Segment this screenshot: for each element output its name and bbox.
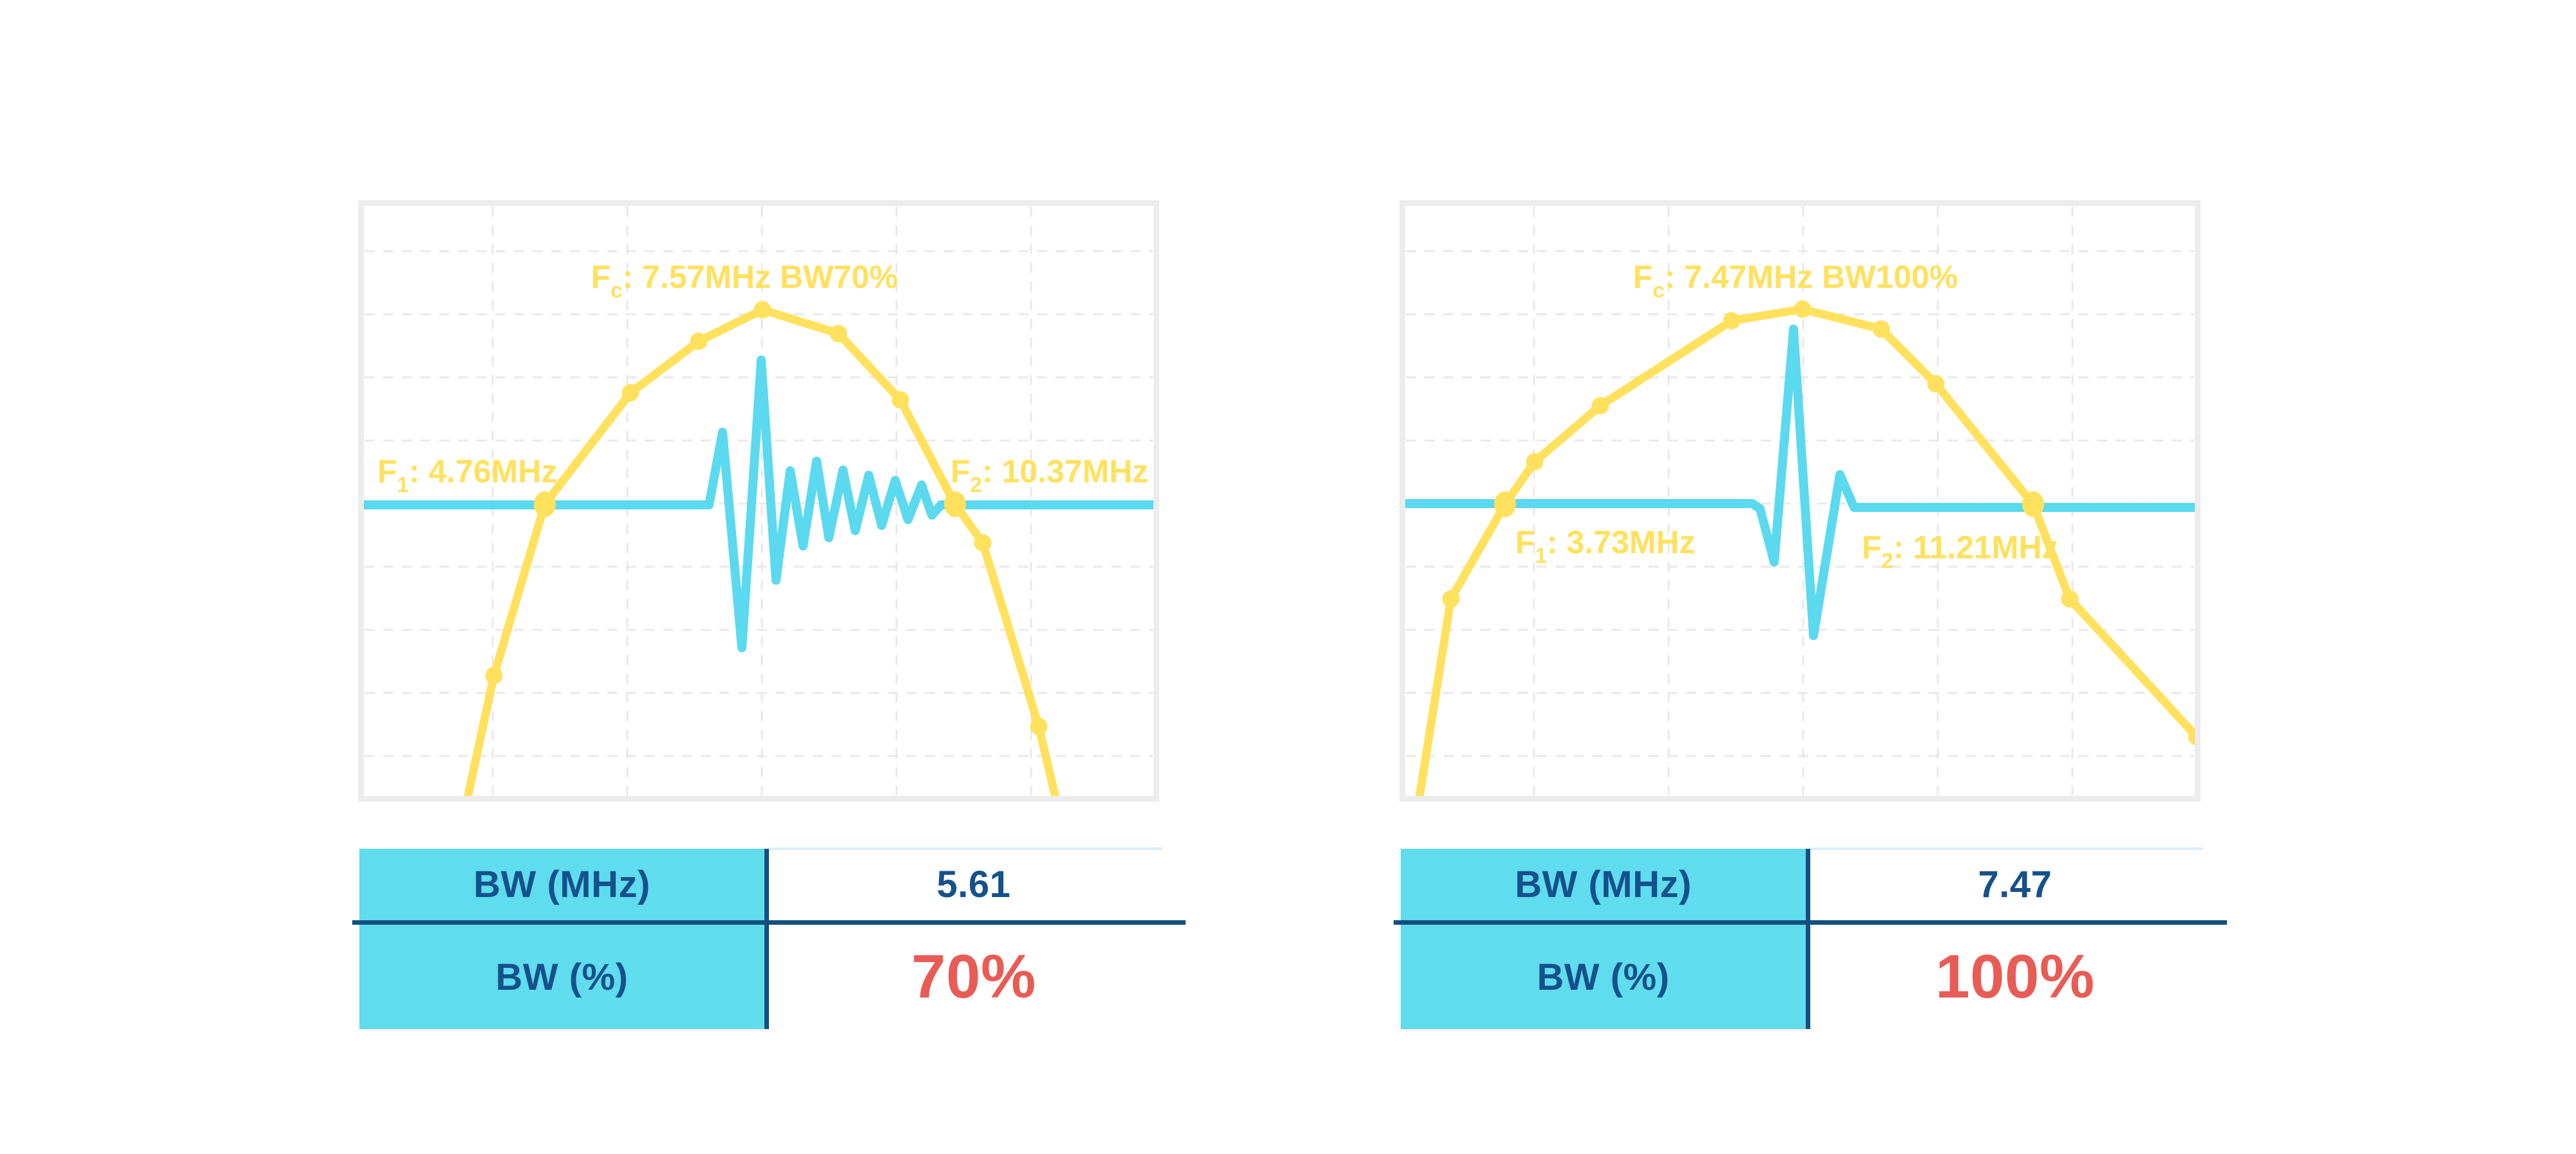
bw-mhz-value: 5.61 (936, 864, 1011, 905)
spectrum-marker (1723, 312, 1741, 330)
spectrum-marker (1927, 375, 1945, 393)
spectrum-marker (1591, 397, 1609, 415)
bw-mhz-label: BW (MHz) (473, 864, 650, 905)
table-column-divider (764, 849, 769, 1029)
spectrum-marker (690, 332, 708, 350)
bandwidth-crossing-marker (2022, 491, 2044, 517)
table-top-border (769, 847, 1162, 850)
spectrum-marker (753, 301, 772, 319)
spectrum-marker (621, 384, 639, 402)
table-column-divider (1806, 849, 1810, 1029)
f2-label: F2: 10.37MHz (951, 453, 1148, 497)
bandwidth-crossing-marker (534, 491, 556, 517)
table-top-border (1810, 847, 2203, 850)
f2-label: F2: 11.21MHz (1862, 529, 2058, 572)
table-row-divider (1394, 920, 2227, 925)
spectrum-marker (1442, 590, 1460, 608)
bw-percent-label: BW (%) (1537, 956, 1670, 998)
spectrum-marker (1794, 300, 1812, 318)
bw-table-right: BW (MHz) 7.47 BW (%) 100% (1394, 847, 2227, 1029)
fc-label: Fc: 7.57MHz BW70% (591, 259, 898, 302)
plot-frame (1399, 200, 2201, 802)
spectrum-marker (891, 391, 909, 409)
f1-label: F1: 4.76MHz (377, 453, 558, 497)
table-label-column (1401, 849, 1806, 1029)
chart-pulse-spectrum-bw100: Fc: 7.47MHz BW100% F1: 3.73MHz F2: 11.21MH… (1399, 200, 2201, 802)
bw-mhz-label: BW (MHz) (1515, 864, 1692, 905)
spectrum-marker (2061, 590, 2079, 608)
spectrum-curve (462, 305, 1061, 802)
fc-label: Fc: 7.47MHz BW100% (1633, 259, 1958, 302)
bw-percent-value: 100% (1935, 942, 2095, 1011)
f1-label: F1: 3.73MHz (1515, 524, 1696, 567)
table-label-column (359, 849, 764, 1029)
bw-percent-label: BW (%) (495, 956, 629, 998)
spectrum-marker (1872, 320, 1890, 338)
bw-table-left: BW (MHz) 5.61 BW (%) 70% (352, 847, 1186, 1029)
spectrum-marker (974, 534, 992, 552)
bandwidth-crossing-marker (944, 491, 966, 517)
pulse-waveform (358, 355, 1159, 652)
bandwidth-crossing-marker (1494, 491, 1516, 517)
spectrum-marker (1030, 717, 1048, 735)
plot-frame (358, 200, 1159, 802)
spectrum-curve (1414, 305, 2201, 802)
bw-mhz-value: 7.47 (1978, 864, 2052, 905)
spectrum-marker (485, 667, 503, 685)
chart-pulse-spectrum-bw70: Fc: 7.57MHz BW70% F1: 4.76MHz F2: 10.37MHz (358, 200, 1159, 802)
pulse-waveform (1399, 325, 2201, 640)
table-row-divider (352, 920, 1186, 925)
spectrum-marker (1526, 453, 1544, 471)
spectrum-marker (829, 325, 848, 343)
bw-percent-value: 70% (911, 942, 1036, 1011)
